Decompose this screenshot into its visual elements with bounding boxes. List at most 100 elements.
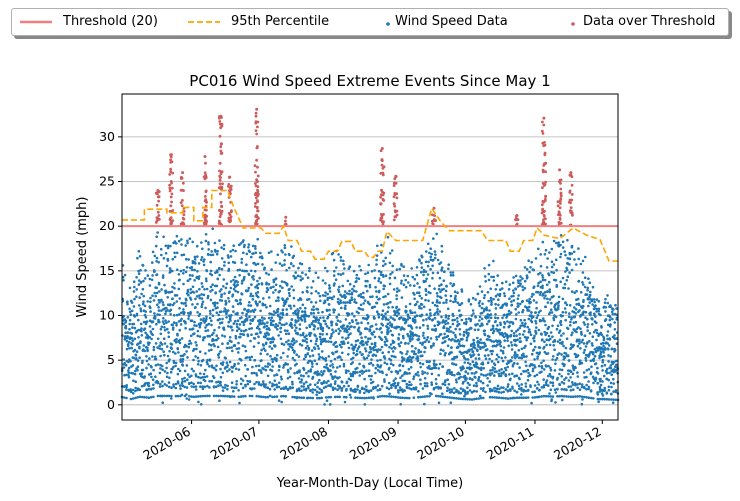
wind-speed-point — [570, 316, 573, 319]
wind-speed-point — [252, 252, 255, 255]
wind-speed-point — [488, 389, 492, 393]
wind-speed-point — [149, 296, 152, 300]
wind-speed-point — [581, 304, 585, 308]
over-threshold-peak — [284, 215, 288, 219]
wind-speed-point — [176, 268, 179, 272]
wind-speed-point — [275, 395, 279, 398]
wind-speed-point — [421, 395, 425, 399]
wind-speed-point — [462, 330, 466, 334]
over-threshold-point — [568, 191, 572, 194]
wind-speed-point — [377, 315, 381, 319]
wind-speed-point — [497, 390, 501, 394]
wind-speed-point — [205, 375, 209, 378]
wind-speed-point — [583, 386, 586, 390]
wind-speed-point — [561, 398, 564, 402]
wind-speed-point — [611, 312, 614, 316]
wind-speed-point — [172, 314, 176, 317]
wind-speed-point — [474, 376, 477, 379]
wind-speed-point — [549, 368, 553, 372]
wind-speed-point — [239, 298, 242, 302]
wind-speed-point — [328, 308, 331, 312]
wind-speed-point — [306, 290, 309, 294]
wind-speed-point — [340, 389, 344, 392]
wind-speed-point — [318, 378, 321, 382]
wind-speed-point — [429, 291, 432, 295]
wind-speed-point — [268, 394, 272, 398]
wind-speed-point — [185, 266, 189, 269]
wind-speed-point — [178, 313, 181, 316]
wind-speed-point — [468, 377, 472, 380]
over-threshold-point — [229, 215, 233, 219]
wind-speed-point — [219, 367, 222, 371]
wind-speed-point — [208, 365, 211, 368]
wind-speed-point — [336, 319, 340, 322]
wind-speed-point — [150, 337, 153, 341]
wind-speed-point — [415, 291, 419, 295]
wind-speed-point — [329, 369, 332, 372]
wind-speed-point — [486, 361, 490, 365]
wind-speed-point — [134, 389, 137, 393]
wind-speed-point — [452, 362, 456, 366]
over-threshold-point — [568, 173, 572, 177]
wind-speed-point — [350, 291, 354, 295]
wind-speed-point — [183, 376, 186, 380]
wind-speed-point — [350, 325, 353, 328]
wind-speed-point — [580, 385, 584, 389]
wind-speed-point — [479, 346, 482, 349]
over-threshold-peak — [219, 114, 223, 118]
wind-speed-point — [335, 345, 339, 348]
wind-speed-point — [486, 377, 489, 380]
wind-speed-point — [410, 383, 413, 387]
wind-speed-point — [565, 303, 569, 307]
wind-speed-point — [468, 398, 472, 401]
wind-speed-point — [541, 284, 544, 288]
wind-speed-point — [320, 396, 324, 400]
wind-speed-point — [182, 253, 186, 256]
wind-speed-point — [175, 338, 178, 341]
wind-speed-point — [442, 349, 445, 352]
wind-speed-point — [274, 283, 278, 287]
wind-speed-point — [371, 380, 375, 384]
wind-speed-point — [309, 368, 313, 371]
wind-speed-point — [564, 318, 567, 322]
wind-speed-point — [425, 395, 429, 398]
wind-speed-point — [140, 372, 144, 375]
wind-speed-point — [218, 273, 221, 277]
wind-speed-point — [149, 300, 152, 304]
wind-speed-point — [236, 268, 240, 272]
wind-speed-point — [197, 395, 200, 398]
wind-speed-point — [219, 375, 223, 379]
wind-speed-point — [425, 277, 428, 281]
wind-speed-point — [380, 338, 384, 342]
wind-speed-point — [344, 318, 348, 321]
wind-speed-point — [403, 379, 407, 383]
wind-speed-point — [441, 392, 444, 396]
wind-speed-point — [311, 362, 314, 366]
wind-speed-point — [192, 358, 195, 362]
wind-speed-point — [192, 369, 195, 373]
wind-speed-point — [211, 283, 214, 287]
wind-speed-point — [167, 335, 171, 339]
wind-speed-point — [425, 250, 428, 253]
wind-speed-point — [394, 395, 398, 399]
wind-speed-point — [495, 396, 499, 399]
wind-speed-point — [545, 383, 548, 387]
wind-speed-point — [453, 373, 456, 377]
wind-speed-point — [177, 239, 181, 243]
wind-speed-point — [193, 332, 196, 335]
wind-speed-point — [286, 368, 290, 372]
wind-speed-point — [597, 300, 601, 303]
wind-speed-point — [326, 269, 329, 273]
wind-speed-point — [603, 389, 606, 393]
over-threshold-point — [557, 210, 561, 214]
wind-speed-point — [136, 359, 140, 362]
wind-speed-point — [214, 291, 217, 294]
wind-speed-point — [140, 384, 144, 388]
wind-speed-point — [581, 338, 584, 342]
wind-speed-point — [500, 396, 503, 400]
wind-speed-point — [298, 327, 302, 331]
wind-speed-point — [162, 337, 166, 341]
wind-speed-point — [530, 295, 534, 298]
wind-speed-point — [379, 348, 382, 352]
over-threshold-point — [255, 178, 258, 182]
